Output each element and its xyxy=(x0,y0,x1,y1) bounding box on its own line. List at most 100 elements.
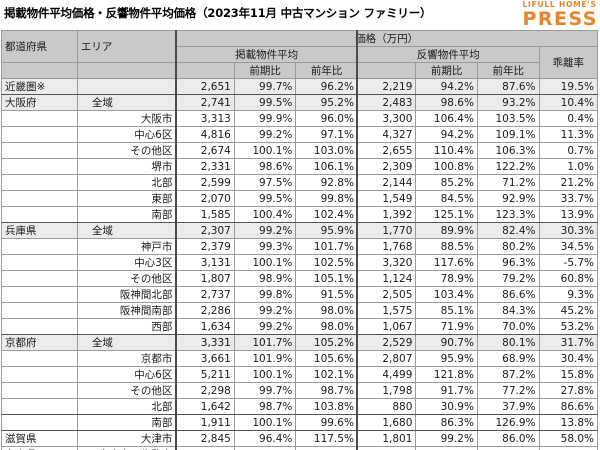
cell-area: 奈良市・生駒市 xyxy=(76,446,177,450)
cell-listed-mom: 96.7% xyxy=(233,446,297,450)
cell-gap-rate: 30.4% xyxy=(538,350,598,367)
cell-inquiry-mom: 87.8% xyxy=(415,446,478,450)
cell-inquiry-yoy: 93.2% xyxy=(476,94,540,111)
cell-inquiry-yoy: 87.2% xyxy=(476,366,540,383)
cell-prefecture: 奈良県 xyxy=(1,446,78,450)
cell-inquiry-mom: 117.6% xyxy=(415,254,478,271)
cell-listed-mom: 99.5% xyxy=(233,94,297,111)
cell-listed-yoy: 102.4% xyxy=(295,206,358,223)
cell-listed-yoy: 102.5% xyxy=(295,254,358,271)
cell-prefecture xyxy=(1,302,78,319)
cell-inquiry-avg: 2,529 xyxy=(356,334,417,351)
cell-listed-yoy: 105.2% xyxy=(295,334,358,351)
cell-area: 全域 xyxy=(76,94,177,111)
cell-prefecture xyxy=(1,158,78,175)
table-row: 京都府 全域 3,331 101.7% 105.2% 2,529 90.7% 80.1% 31.… xyxy=(1,334,598,351)
cell-inquiry-avg: 2,219 xyxy=(356,78,417,95)
price-data-table: 都道府県 エリア 価格（万円） 掲載物件平均 反響物件平均 乖離率 前期比 前年… xyxy=(1,30,598,450)
table-row: その他区 1,807 98.9% 105.1% 1,124 78.9% 79.2% 60.8% xyxy=(1,270,598,287)
cell-inquiry-avg: 2,483 xyxy=(356,94,417,111)
cell-inquiry-avg: 2,309 xyxy=(356,158,417,175)
cell-inquiry-avg: 1,680 xyxy=(356,414,417,431)
cell-inquiry-mom: 99.2% xyxy=(415,430,478,447)
cell-listed-avg: 2,845 xyxy=(175,430,235,447)
cell-listed-yoy: 91.5% xyxy=(295,286,358,303)
col-header-inquiry-mom: 前期比 xyxy=(415,62,478,79)
cell-listed-yoy: 103.0% xyxy=(295,142,358,159)
cell-inquiry-avg: 3,320 xyxy=(356,254,417,271)
cell-area: 堺市 xyxy=(76,158,177,175)
header-bar: 掲載物件平均価格・反響物件平均価格（2023年11月 中古マンション ファミリー… xyxy=(0,0,600,30)
cell-gap-rate: 13.9% xyxy=(538,206,598,223)
col-header-listed-value xyxy=(175,62,235,79)
table-row: 奈良県奈良市・生駒市1,68996.7%97.6%1,09887.8%67.8%… xyxy=(1,446,598,450)
cell-prefecture xyxy=(1,190,78,207)
cell-inquiry-mom: 86.3% xyxy=(415,414,478,431)
cell-listed-yoy: 92.8% xyxy=(295,174,358,191)
cell-inquiry-yoy: 71.2% xyxy=(476,174,540,191)
cell-gap-rate: 33.7% xyxy=(538,190,598,207)
cell-inquiry-yoy: 86.0% xyxy=(476,430,540,447)
cell-listed-yoy: 102.1% xyxy=(295,366,358,383)
cell-inquiry-mom: 89.9% xyxy=(415,222,478,239)
table-row: その他区 2,674 100.1% 103.0% 2,655 110.4% 106.3% 0.… xyxy=(1,142,598,159)
cell-listed-mom: 99.9% xyxy=(233,110,297,127)
cell-inquiry-yoy: 103.5% xyxy=(476,110,540,127)
cell-area: その他区 xyxy=(76,382,177,399)
cell-inquiry-yoy: 70.0% xyxy=(476,318,540,335)
cell-area xyxy=(76,78,177,95)
table-row: 中心6区 4,816 99.2% 97.1% 4,327 94.2% 109.1% 11.3% xyxy=(1,126,598,143)
table-row: 阪神間南部 2,286 99.2% 98.0% 1,575 85.1% 84.3% 45.2% xyxy=(1,302,598,319)
cell-gap-rate: 19.5% xyxy=(538,78,598,95)
cell-listed-avg: 2,331 xyxy=(175,158,235,175)
cell-area: 北部 xyxy=(76,174,177,191)
brand-main-text: PRESS xyxy=(522,7,598,30)
brand-top-text: LIFULL HOME'S xyxy=(522,0,597,9)
cell-gap-rate: 86.6% xyxy=(538,398,598,415)
cell-prefecture: 大阪府 xyxy=(1,94,78,111)
cell-inquiry-mom: 95.9% xyxy=(415,350,478,367)
cell-listed-yoy: 105.1% xyxy=(295,270,358,287)
cell-listed-yoy: 117.5% xyxy=(295,430,358,447)
cell-inquiry-mom: 110.4% xyxy=(415,142,478,159)
cell-prefecture: 兵庫県 xyxy=(1,222,78,239)
cell-gap-rate: 58.0% xyxy=(538,430,598,447)
cell-gap-rate: 53.2% xyxy=(538,318,598,335)
cell-listed-yoy: 96.0% xyxy=(295,110,358,127)
cell-area: 中心6区 xyxy=(76,126,177,143)
cell-gap-rate: 0.4% xyxy=(538,110,598,127)
cell-listed-avg: 3,331 xyxy=(175,334,235,351)
col-header-area: エリア xyxy=(76,30,177,63)
cell-inquiry-mom: 84.5% xyxy=(415,190,478,207)
cell-prefecture xyxy=(1,206,78,223)
cell-inquiry-yoy: 96.3% xyxy=(476,254,540,271)
cell-inquiry-avg: 2,807 xyxy=(356,350,417,367)
cell-area: 大津市 xyxy=(76,430,177,447)
cell-listed-avg: 2,379 xyxy=(175,238,235,255)
cell-listed-mom: 99.7% xyxy=(233,382,297,399)
cell-inquiry-avg: 2,144 xyxy=(356,174,417,191)
cell-listed-avg: 1,634 xyxy=(175,318,235,335)
table-row: 堺市 2,331 98.6% 106.1% 2,309 100.8% 122.2% 1.0% xyxy=(1,158,598,175)
cell-listed-mom: 99.2% xyxy=(233,302,297,319)
cell-inquiry-mom: 85.2% xyxy=(415,174,478,191)
table-row: 東部 2,070 99.5% 99.8% 1,549 84.5% 92.9% 33.7% xyxy=(1,190,598,207)
cell-inquiry-avg: 1,067 xyxy=(356,318,417,335)
lifull-homes-press-logo: LIFULL HOME'S PRESS xyxy=(522,1,598,29)
cell-inquiry-mom: 90.7% xyxy=(415,334,478,351)
cell-listed-avg: 2,651 xyxy=(175,78,235,95)
cell-gap-rate: 31.7% xyxy=(538,334,598,351)
table-row: 滋賀県 大津市 2,845 96.4% 117.5% 1,801 99.2% 86.0% 58.… xyxy=(1,430,598,447)
cell-prefecture xyxy=(1,414,78,431)
cell-gap-rate: 30.3% xyxy=(538,222,598,239)
cell-listed-mom: 99.2% xyxy=(233,318,297,335)
cell-gap-rate: 1.0% xyxy=(538,158,598,175)
cell-listed-yoy: 105.6% xyxy=(295,350,358,367)
cell-prefecture xyxy=(1,126,78,143)
cell-listed-avg: 2,070 xyxy=(175,190,235,207)
cell-inquiry-yoy: 68.9% xyxy=(476,350,540,367)
cell-area: 南部 xyxy=(76,414,177,431)
cell-area: 中心3区 xyxy=(76,254,177,271)
cell-listed-avg: 1,689 xyxy=(175,446,235,450)
cell-gap-rate: 13.8% xyxy=(538,414,598,431)
